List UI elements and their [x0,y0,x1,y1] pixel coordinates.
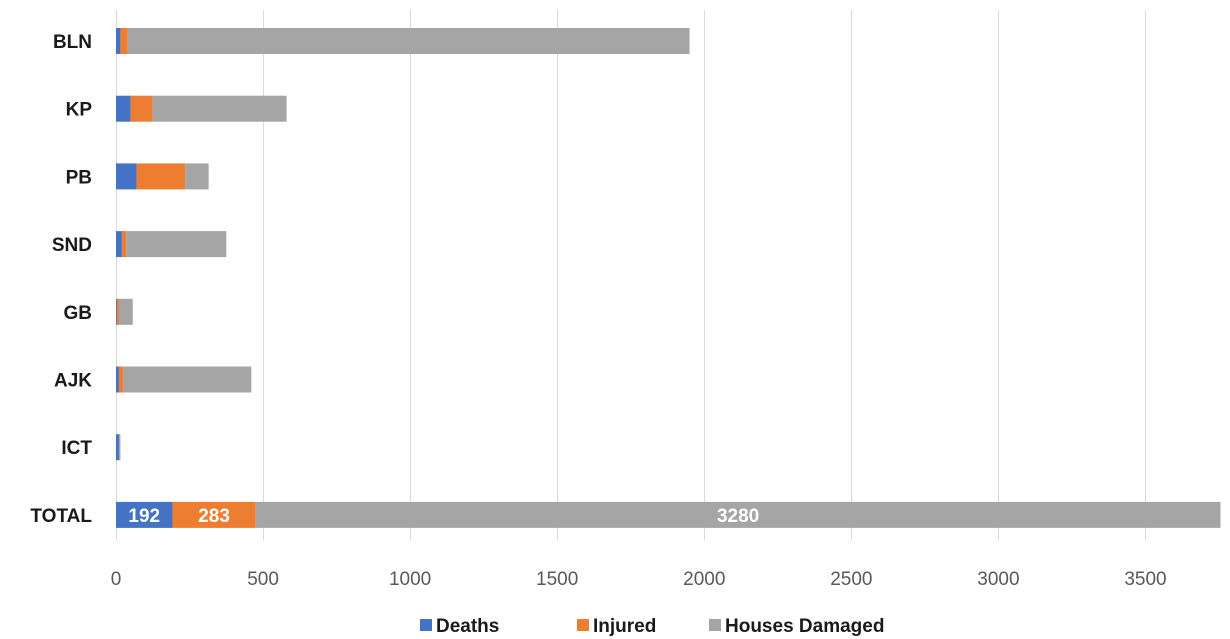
legend-label-houses-damaged: Houses Damaged [725,616,884,637]
legend-swatch-injured [577,619,589,631]
bar-bln-injured [120,28,128,54]
x-tick-label-2000: 2000 [683,569,725,590]
bars [116,28,1221,528]
bar-snd-deaths [116,231,122,258]
legend-swatch-deaths [420,619,432,631]
bar-snd-houses-damaged [126,231,227,258]
data-label-total-deaths: 192 [128,506,160,527]
bar-kp-injured [130,95,153,122]
bar-snd-injured [121,231,127,258]
category-label-kp: KP [66,100,93,121]
category-label-gb: GB [64,303,93,324]
category-label-ajk: AJK [54,371,92,392]
x-tick-label-1000: 1000 [389,569,431,590]
x-tick-label-1500: 1500 [536,569,578,590]
x-tick-label-3500: 3500 [1124,569,1166,590]
legend: Deaths Injured Houses Damaged [420,616,884,637]
category-label-ict: ICT [61,438,92,459]
bar-kp-houses-damaged [152,95,287,122]
x-tick-label-500: 500 [247,569,279,590]
data-label-total-houses-damaged: 3280 [717,506,759,527]
bar-bln-deaths [116,28,121,54]
bar-bln-houses-damaged [127,28,690,54]
bar-pb-injured [136,163,186,190]
category-label-bln: BLN [53,32,92,53]
bar-ajk-deaths [116,366,119,393]
bar-gb-deaths [116,298,117,325]
bar-gb-injured [116,298,119,325]
legend-label-injured: Injured [593,616,656,637]
legend-label-deaths: Deaths [436,616,499,637]
x-tick-label-3000: 3000 [977,569,1019,590]
x-tick-label-0: 0 [111,569,122,590]
category-label-pb: PB [66,167,92,188]
bar-ajk-houses-damaged [123,366,252,393]
bar-gb-houses-damaged [118,298,133,325]
bar-pb-deaths [116,163,137,190]
bar-total-deaths [116,501,173,528]
gridlines [116,10,1146,540]
bar-pb-houses-damaged [185,163,209,190]
category-label-total: TOTAL [30,506,92,527]
data-labels: 192 283 3280 [128,506,759,527]
category-label-snd: SND [52,235,92,256]
category-axis-labels: BLN KP PB SND GB AJK ICT TOTAL [30,32,92,527]
x-tick-label-2500: 2500 [830,569,872,590]
bar-ict-deaths [116,434,119,461]
bar-total-houses-damaged [255,501,1221,528]
bar-ajk-injured [118,366,124,393]
bar-ict-houses-damaged [118,434,121,461]
value-axis-tick-labels: 0 500 1000 1500 2000 2500 3000 3500 [111,569,1167,590]
legend-swatch-houses-damaged [709,619,721,631]
bar-kp-deaths [116,95,131,122]
data-label-total-injured: 283 [198,506,230,527]
bar-total-injured [172,501,256,528]
